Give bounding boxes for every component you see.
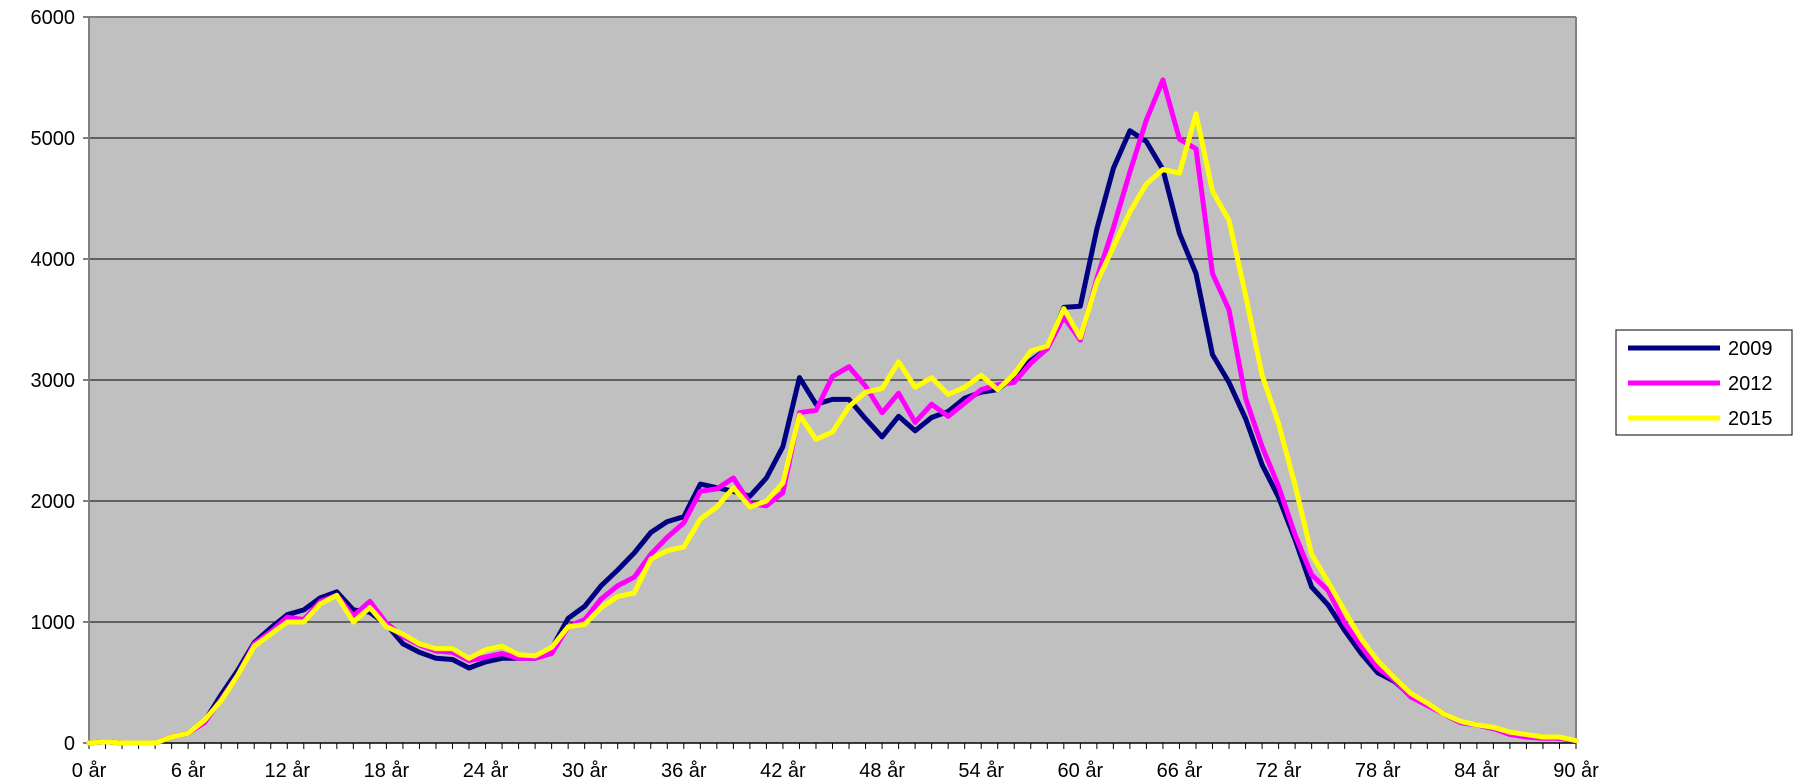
y-tick-label: 3000 bbox=[31, 370, 76, 392]
y-tick-label: 0 bbox=[64, 733, 75, 755]
x-tick-label: 66 år bbox=[1157, 760, 1203, 782]
x-tick-label: 24 år bbox=[463, 760, 509, 782]
legend-label: 2012 bbox=[1728, 373, 1773, 395]
x-tick-label: 84 år bbox=[1454, 760, 1500, 782]
series-line-2009 bbox=[86, 128, 1579, 746]
y-axis: 0 1000 2000 3000 4000 5000 6000 bbox=[31, 7, 1577, 755]
x-tick-label: 90 år bbox=[1553, 760, 1599, 782]
x-tick-label: 48 år bbox=[859, 760, 905, 782]
y-tick-label: 2000 bbox=[31, 491, 76, 513]
x-tick-label: 6 år bbox=[171, 760, 206, 782]
x-tick-label: 54 år bbox=[958, 760, 1004, 782]
y-tick-label: 5000 bbox=[31, 128, 76, 150]
x-tick-label: 30 år bbox=[562, 760, 608, 782]
legend: 2009 2012 2015 bbox=[1615, 329, 1793, 436]
legend-label: 2009 bbox=[1728, 338, 1773, 360]
legend-label: 2015 bbox=[1728, 408, 1773, 430]
x-tick-label: 18 år bbox=[364, 760, 410, 782]
x-tick-label: 36 år bbox=[661, 760, 707, 782]
x-tick-label: 60 år bbox=[1058, 760, 1104, 782]
series-line-2015 bbox=[86, 111, 1579, 746]
y-tick-label: 1000 bbox=[31, 612, 76, 634]
x-axis: 0 år 6 år 12 år 18 år 24 år 30 år 36 år 42 år 48… bbox=[72, 742, 1599, 782]
x-tick-label: 72 år bbox=[1256, 760, 1302, 782]
series-lines bbox=[86, 77, 1579, 746]
x-tick-label: 0 år bbox=[72, 760, 107, 782]
x-tick-label: 12 år bbox=[264, 760, 310, 782]
x-tick-label: 78 år bbox=[1355, 760, 1401, 782]
y-tick-label: 6000 bbox=[31, 7, 76, 29]
x-tick-label: 42 år bbox=[760, 760, 806, 782]
y-tick-label: 4000 bbox=[31, 249, 76, 271]
